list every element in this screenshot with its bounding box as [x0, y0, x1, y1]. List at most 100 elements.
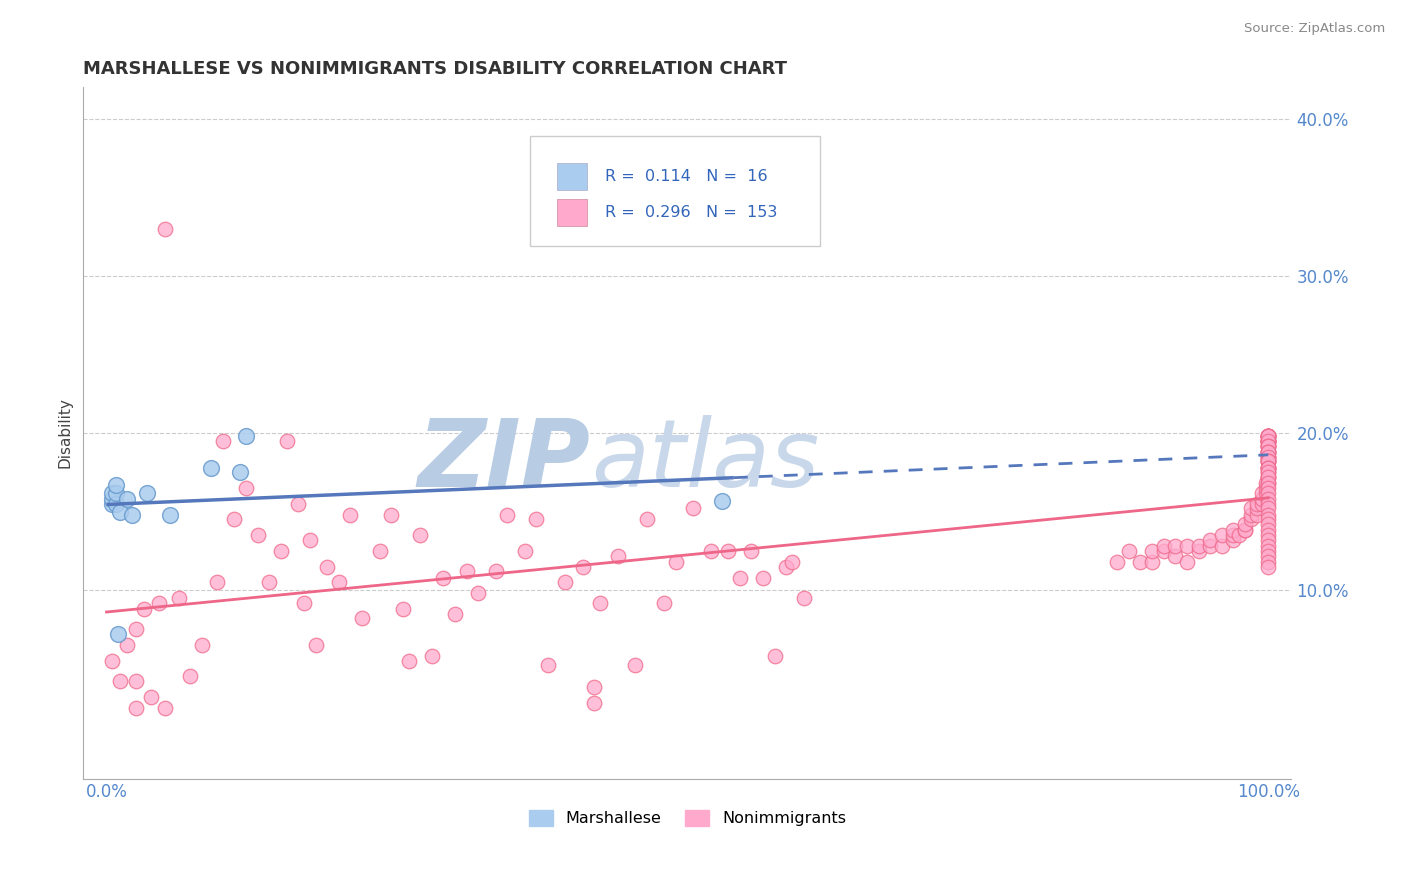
Point [1222, 533, 1244, 547]
Point [159, 508, 181, 522]
Point [1211, 539, 1233, 553]
Point [1164, 539, 1187, 553]
Point [117, 491, 139, 506]
Point [1257, 476, 1279, 491]
Point [1257, 555, 1279, 569]
Point [1257, 512, 1279, 526]
Point [1257, 481, 1279, 495]
Point [398, 654, 420, 668]
Point [1257, 485, 1279, 500]
Point [1257, 501, 1279, 516]
Point [1257, 429, 1279, 443]
Point [467, 586, 489, 600]
Point [153, 701, 176, 715]
Point [235, 429, 257, 443]
Point [1257, 439, 1279, 453]
Point [104, 478, 127, 492]
Point [1187, 539, 1209, 553]
Point [1211, 528, 1233, 542]
Point [1153, 539, 1175, 553]
Point [740, 544, 762, 558]
Point [554, 575, 576, 590]
Point [1257, 470, 1279, 484]
Point [1257, 445, 1279, 459]
Point [124, 701, 146, 715]
Point [513, 544, 536, 558]
Point [352, 611, 374, 625]
Point [775, 559, 797, 574]
Point [699, 544, 721, 558]
FancyBboxPatch shape [530, 136, 820, 246]
Point [1257, 460, 1279, 475]
Point [1257, 454, 1279, 468]
Point [1257, 528, 1279, 542]
Point [1257, 559, 1279, 574]
Point [1257, 434, 1279, 448]
Point [110, 504, 132, 518]
Point [496, 508, 519, 522]
Legend: Marshallese, Nonimmigrants: Marshallese, Nonimmigrants [523, 804, 852, 833]
Point [1257, 434, 1279, 448]
Point [124, 674, 146, 689]
Point [304, 638, 326, 652]
Point [1257, 491, 1279, 506]
Point [1246, 501, 1268, 516]
Text: R =  0.296   N =  153: R = 0.296 N = 153 [605, 205, 778, 220]
Point [537, 658, 560, 673]
Point [583, 696, 606, 710]
Point [1257, 434, 1279, 448]
Point [328, 575, 350, 590]
Point [1257, 429, 1279, 443]
Point [1254, 481, 1277, 495]
Point [229, 465, 252, 479]
Text: Source: ZipAtlas.com: Source: ZipAtlas.com [1244, 22, 1385, 36]
Point [1153, 544, 1175, 558]
Point [1222, 524, 1244, 538]
Point [1199, 533, 1222, 547]
Point [153, 222, 176, 236]
Point [148, 596, 170, 610]
Point [1257, 454, 1279, 468]
Point [1107, 555, 1129, 569]
Point [211, 434, 233, 448]
Point [1257, 539, 1279, 553]
Point [107, 627, 129, 641]
Point [583, 681, 606, 695]
Point [101, 654, 124, 668]
Point [1257, 445, 1279, 459]
Point [589, 596, 612, 610]
Point [1257, 460, 1279, 475]
Point [110, 674, 132, 689]
Point [136, 485, 159, 500]
Point [717, 544, 740, 558]
Point [1233, 517, 1256, 532]
Point [711, 493, 734, 508]
Point [682, 501, 704, 516]
Point [1257, 460, 1279, 475]
Point [287, 497, 309, 511]
Point [728, 570, 751, 584]
Point [101, 497, 124, 511]
Point [298, 533, 321, 547]
Point [606, 549, 628, 563]
Bar [557, 199, 588, 227]
Point [101, 491, 124, 506]
Point [1257, 454, 1279, 468]
Point [292, 596, 315, 610]
Point [524, 512, 547, 526]
Point [1240, 501, 1263, 516]
Point [1257, 517, 1279, 532]
Point [1251, 491, 1274, 506]
Point [1175, 555, 1198, 569]
Point [205, 575, 228, 590]
Point [1257, 439, 1279, 453]
Point [1246, 508, 1268, 522]
Point [1257, 533, 1279, 547]
Text: MARSHALLESE VS NONIMMIGRANTS DISABILITY CORRELATION CHART: MARSHALLESE VS NONIMMIGRANTS DISABILITY … [83, 60, 787, 78]
Point [1257, 470, 1279, 484]
Point [485, 564, 508, 578]
Point [1129, 555, 1152, 569]
Point [380, 508, 402, 522]
Point [420, 648, 443, 663]
Point [139, 690, 162, 704]
